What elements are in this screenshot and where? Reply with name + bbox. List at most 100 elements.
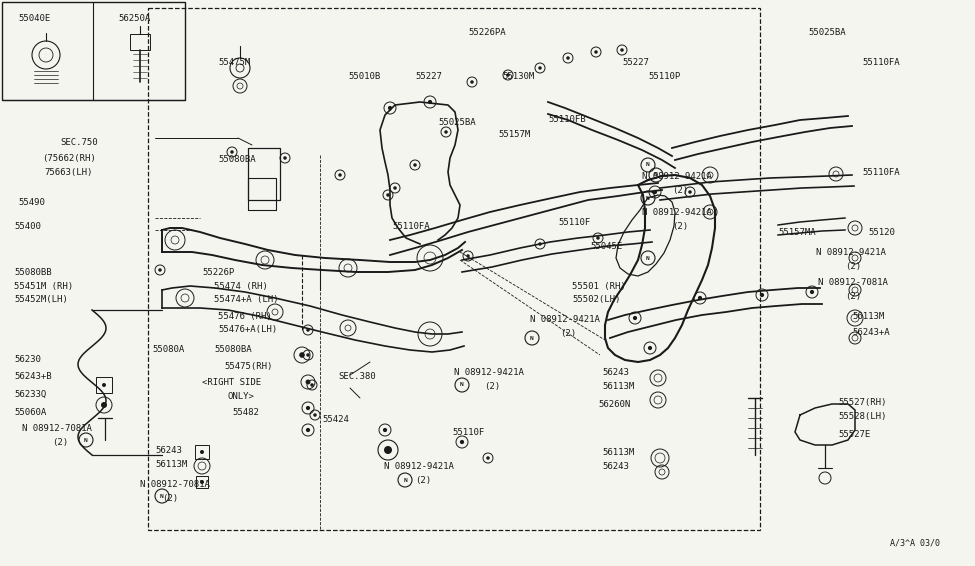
Circle shape xyxy=(299,352,305,358)
Text: 55527(RH): 55527(RH) xyxy=(838,398,886,407)
Text: N: N xyxy=(530,336,534,341)
Text: N: N xyxy=(84,438,88,443)
Text: 56113M: 56113M xyxy=(602,382,635,391)
Bar xyxy=(96,377,112,393)
Circle shape xyxy=(538,66,542,70)
Text: 55501 (RH): 55501 (RH) xyxy=(572,282,626,291)
Text: (2): (2) xyxy=(484,382,500,391)
Text: 56243: 56243 xyxy=(602,462,629,471)
Text: 55157M: 55157M xyxy=(498,130,530,139)
Text: N 08912-7081A: N 08912-7081A xyxy=(22,424,92,433)
Text: N 08912-9421A: N 08912-9421A xyxy=(530,315,600,324)
Bar xyxy=(248,178,276,210)
Text: N 08912-7081A: N 08912-7081A xyxy=(140,480,210,489)
Text: N 08912-7081A: N 08912-7081A xyxy=(818,278,888,287)
Text: 55110FA: 55110FA xyxy=(862,168,900,177)
Text: 55226PA: 55226PA xyxy=(468,28,506,37)
Bar xyxy=(195,445,209,459)
Circle shape xyxy=(383,428,387,432)
Circle shape xyxy=(633,316,637,320)
Text: 55040E: 55040E xyxy=(18,14,51,23)
Text: <RIGHT SIDE: <RIGHT SIDE xyxy=(202,378,261,387)
Text: 55226P: 55226P xyxy=(202,268,234,277)
Text: 55045E: 55045E xyxy=(590,242,622,251)
Text: N: N xyxy=(160,494,164,499)
Text: 75663(LH): 75663(LH) xyxy=(44,168,93,177)
Circle shape xyxy=(506,73,510,77)
Circle shape xyxy=(386,193,390,197)
Circle shape xyxy=(230,150,234,154)
Text: 56243+A: 56243+A xyxy=(852,328,889,337)
Text: 55080BA: 55080BA xyxy=(218,155,255,164)
Text: 55110FB: 55110FB xyxy=(548,115,586,124)
Text: 56113M: 56113M xyxy=(155,460,187,469)
Text: 55227: 55227 xyxy=(415,72,442,81)
Text: (2): (2) xyxy=(845,292,861,301)
Text: ONLY>: ONLY> xyxy=(228,392,254,401)
Text: 55424: 55424 xyxy=(322,415,349,424)
Text: N 08912-9421A: N 08912-9421A xyxy=(816,248,886,257)
Text: N: N xyxy=(460,383,464,388)
Circle shape xyxy=(810,290,814,294)
Text: 55474 (RH): 55474 (RH) xyxy=(214,282,268,291)
Text: (2): (2) xyxy=(672,186,688,195)
Circle shape xyxy=(648,346,652,350)
Text: SEC.750: SEC.750 xyxy=(60,138,98,147)
Text: 55110F: 55110F xyxy=(558,218,590,227)
Text: 56243: 56243 xyxy=(602,368,629,377)
Circle shape xyxy=(760,293,764,297)
Circle shape xyxy=(384,446,392,454)
Text: 55110FA: 55110FA xyxy=(392,222,430,231)
Text: 55010B: 55010B xyxy=(348,72,380,81)
Text: 55482: 55482 xyxy=(232,408,259,417)
Text: N 08912-9421A: N 08912-9421A xyxy=(642,172,712,181)
Text: N 08912-9421A: N 08912-9421A xyxy=(642,208,712,217)
Text: 55120: 55120 xyxy=(868,228,895,237)
Text: 55080A: 55080A xyxy=(152,345,184,354)
Text: 55130M: 55130M xyxy=(502,72,534,81)
Circle shape xyxy=(313,413,317,417)
Text: 55227: 55227 xyxy=(622,58,649,67)
Circle shape xyxy=(393,186,397,190)
Text: 56250A: 56250A xyxy=(118,14,150,23)
Text: 55490: 55490 xyxy=(18,198,45,207)
Bar xyxy=(148,8,760,530)
Circle shape xyxy=(305,380,310,384)
Circle shape xyxy=(466,254,470,258)
Text: 55025BA: 55025BA xyxy=(808,28,845,37)
Text: (2): (2) xyxy=(162,494,178,503)
Bar xyxy=(2,2,185,100)
Text: 56243: 56243 xyxy=(155,446,182,455)
Text: (2): (2) xyxy=(52,438,68,447)
Text: 55451M (RH): 55451M (RH) xyxy=(14,282,73,291)
Text: 56230: 56230 xyxy=(14,355,41,364)
Text: A/3^A 03/0: A/3^A 03/0 xyxy=(890,539,940,548)
Circle shape xyxy=(460,440,464,444)
Text: 55527E: 55527E xyxy=(838,430,871,439)
Circle shape xyxy=(284,156,287,160)
Text: 55476+A(LH): 55476+A(LH) xyxy=(218,325,277,334)
Circle shape xyxy=(102,383,106,387)
Text: 55110F: 55110F xyxy=(452,428,485,437)
Text: 55502(LH): 55502(LH) xyxy=(572,295,620,304)
Circle shape xyxy=(597,236,600,240)
Text: N: N xyxy=(646,162,650,168)
Circle shape xyxy=(487,456,489,460)
Text: 56260N: 56260N xyxy=(598,400,630,409)
Circle shape xyxy=(306,328,310,332)
Circle shape xyxy=(388,106,392,110)
Text: N: N xyxy=(646,255,650,260)
Text: N: N xyxy=(654,173,658,178)
Text: N: N xyxy=(646,195,650,200)
Text: 55474+A (LH): 55474+A (LH) xyxy=(214,295,279,304)
Bar xyxy=(248,148,280,200)
Text: 55528(LH): 55528(LH) xyxy=(838,412,886,421)
Text: 56113M: 56113M xyxy=(852,312,884,321)
Circle shape xyxy=(445,130,448,134)
Circle shape xyxy=(101,402,107,408)
Circle shape xyxy=(200,480,204,484)
Text: 55452M(LH): 55452M(LH) xyxy=(14,295,67,304)
Text: 55110P: 55110P xyxy=(648,72,681,81)
Circle shape xyxy=(566,56,569,60)
Circle shape xyxy=(470,80,474,84)
